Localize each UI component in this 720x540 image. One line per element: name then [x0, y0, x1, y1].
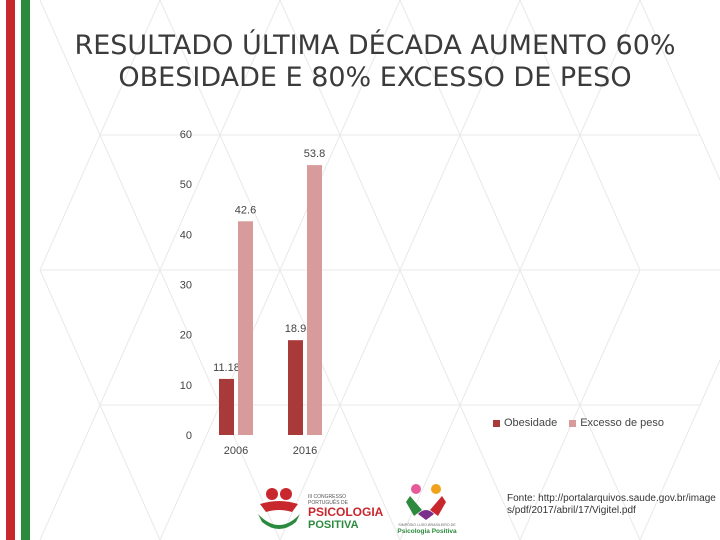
chart-legend: Obesidade Excesso de peso — [493, 417, 664, 429]
x-tick-label: 2016 — [293, 445, 317, 457]
logo-left-line2: PORTUGUÊS DE — [308, 498, 349, 506]
legend-swatch-excesso — [569, 419, 577, 427]
legend-item-obesidade: Obesidade — [493, 417, 557, 429]
legend-label-excesso: Excesso de peso — [580, 417, 664, 429]
logo-left-line3: PSICOLOGIA — [308, 505, 384, 519]
legend-item-excesso: Excesso de peso — [569, 417, 664, 429]
y-tick-label: 0 — [186, 430, 192, 442]
data-label: 18.9 — [285, 323, 306, 335]
data-label: 53.8 — [304, 148, 325, 160]
symposium-logo: SIMPÓSIO LUSO-BRASILEIRO DE Psicologia P… — [397, 484, 457, 535]
logo-right-line1: SIMPÓSIO LUSO-BRASILEIRO DE — [398, 522, 456, 527]
y-tick-label: 20 — [180, 330, 192, 342]
y-tick-label: 40 — [180, 229, 192, 241]
bar-excesso-2006 — [238, 221, 253, 435]
congress-logo: III CONGRESSO PORTUGUÊS DE PSICOLOGIA PO… — [258, 488, 384, 531]
x-tick-label: 2006 — [224, 445, 248, 457]
slide-title: RESULTADO ÚLTIMA DÉCADA AUMENTO 60% OBES… — [74, 30, 676, 93]
legend-label-obesidade: Obesidade — [504, 417, 558, 429]
congress-logo-emblem — [258, 488, 300, 529]
bar-excesso-2016 — [307, 165, 322, 435]
y-tick-label: 10 — [180, 380, 192, 392]
y-tick-label: 60 — [180, 129, 192, 141]
data-label: 11.18 — [213, 362, 240, 374]
logo-right-line2: Psicologia Positiva — [397, 528, 457, 535]
bar-obesidade-2016 — [288, 340, 303, 435]
data-label: 42.6 — [235, 204, 256, 216]
legend-swatch-obesidade — [493, 419, 500, 427]
bar-obesidade-2006 — [219, 378, 234, 435]
logo-left-line4: POSITIVA — [308, 519, 359, 531]
logo-left-line1: III CONGRESSO — [308, 494, 346, 500]
y-tick-label: 30 — [180, 280, 192, 292]
symposium-logo-emblem — [406, 484, 446, 520]
y-tick-label: 50 — [180, 179, 192, 191]
decorative-side-stripe — [0, 0, 40, 540]
source-citation: Fonte: http://portalarquivos.saude.gov.b… — [507, 493, 716, 516]
